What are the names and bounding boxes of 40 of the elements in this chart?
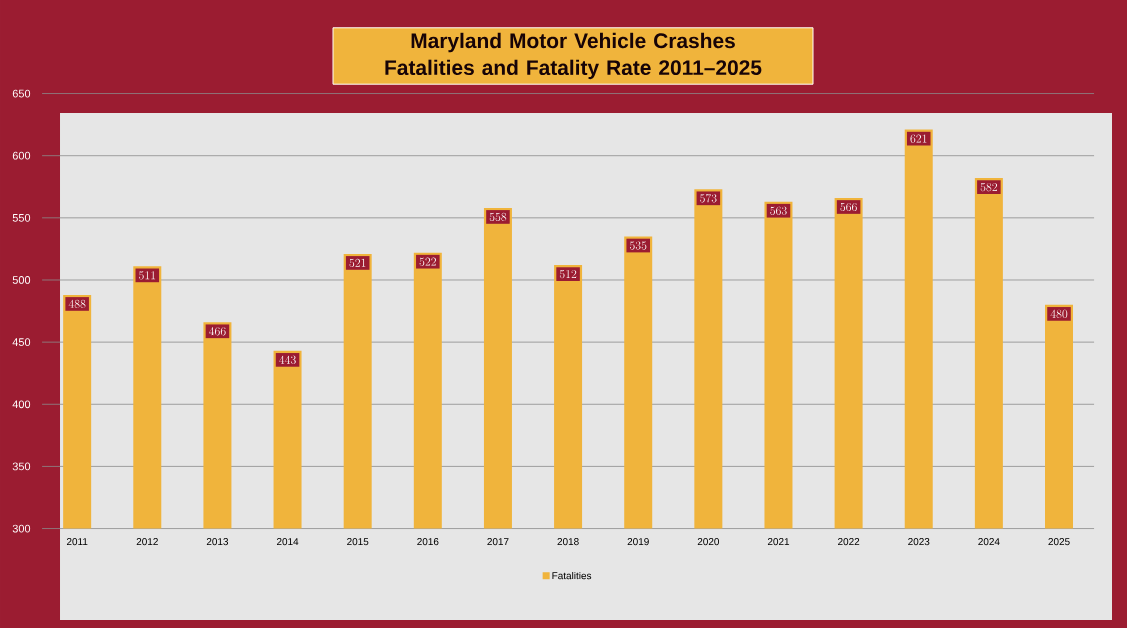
data-label: 535 xyxy=(630,241,647,250)
x-tick-label: 2020 xyxy=(697,538,720,546)
y-tick-label: 650 xyxy=(12,89,31,98)
x-tick-label: 2016 xyxy=(417,538,439,546)
data-label: 563 xyxy=(770,206,787,215)
x-tick-label: 2023 xyxy=(908,538,930,546)
y-tick-label: 450 xyxy=(12,338,31,347)
x-tick-label: 2024 xyxy=(978,538,1000,546)
x-tick-label: 2022 xyxy=(838,538,860,546)
x-tick-label: 2012 xyxy=(136,538,158,546)
data-label: 558 xyxy=(489,212,507,222)
legend-label: Fatalities xyxy=(552,571,592,580)
y-tick-label: 300 xyxy=(12,524,31,533)
x-tick-label: 2015 xyxy=(347,538,369,546)
data-label: 480 xyxy=(1050,309,1068,318)
data-label: 512 xyxy=(559,270,577,279)
chart-title: Maryland Motor Vehicle Crashes Fatalities and Fatality Rate 2011–2025 xyxy=(385,32,762,80)
data-label: 566 xyxy=(840,202,857,212)
x-tick-label: 2018 xyxy=(557,538,579,546)
data-label: 466 xyxy=(208,327,226,336)
y-tick-label: 550 xyxy=(12,213,31,222)
y-tick-label: 500 xyxy=(12,276,31,284)
x-tick-label: 2019 xyxy=(627,538,649,546)
data-label: 621 xyxy=(910,134,927,143)
x-tick-label: 2014 xyxy=(276,538,299,546)
x-tick-label: 2011 xyxy=(66,538,88,546)
data-label: 582 xyxy=(980,183,998,192)
y-tick-label: 350 xyxy=(12,462,31,471)
data-label: 521 xyxy=(349,258,366,268)
y-tick-label: 600 xyxy=(12,151,31,160)
data-label: 511 xyxy=(139,271,156,280)
data-label: 573 xyxy=(700,194,717,203)
data-label: 443 xyxy=(279,355,296,364)
x-tick-label: 2017 xyxy=(487,538,509,546)
x-tick-label: 2025 xyxy=(1048,538,1070,546)
data-label: 522 xyxy=(419,257,436,266)
x-tick-label: 2013 xyxy=(206,538,229,546)
y-tick-label: 400 xyxy=(12,400,31,409)
x-tick-label: 2021 xyxy=(767,538,790,546)
data-label: 488 xyxy=(68,299,86,309)
